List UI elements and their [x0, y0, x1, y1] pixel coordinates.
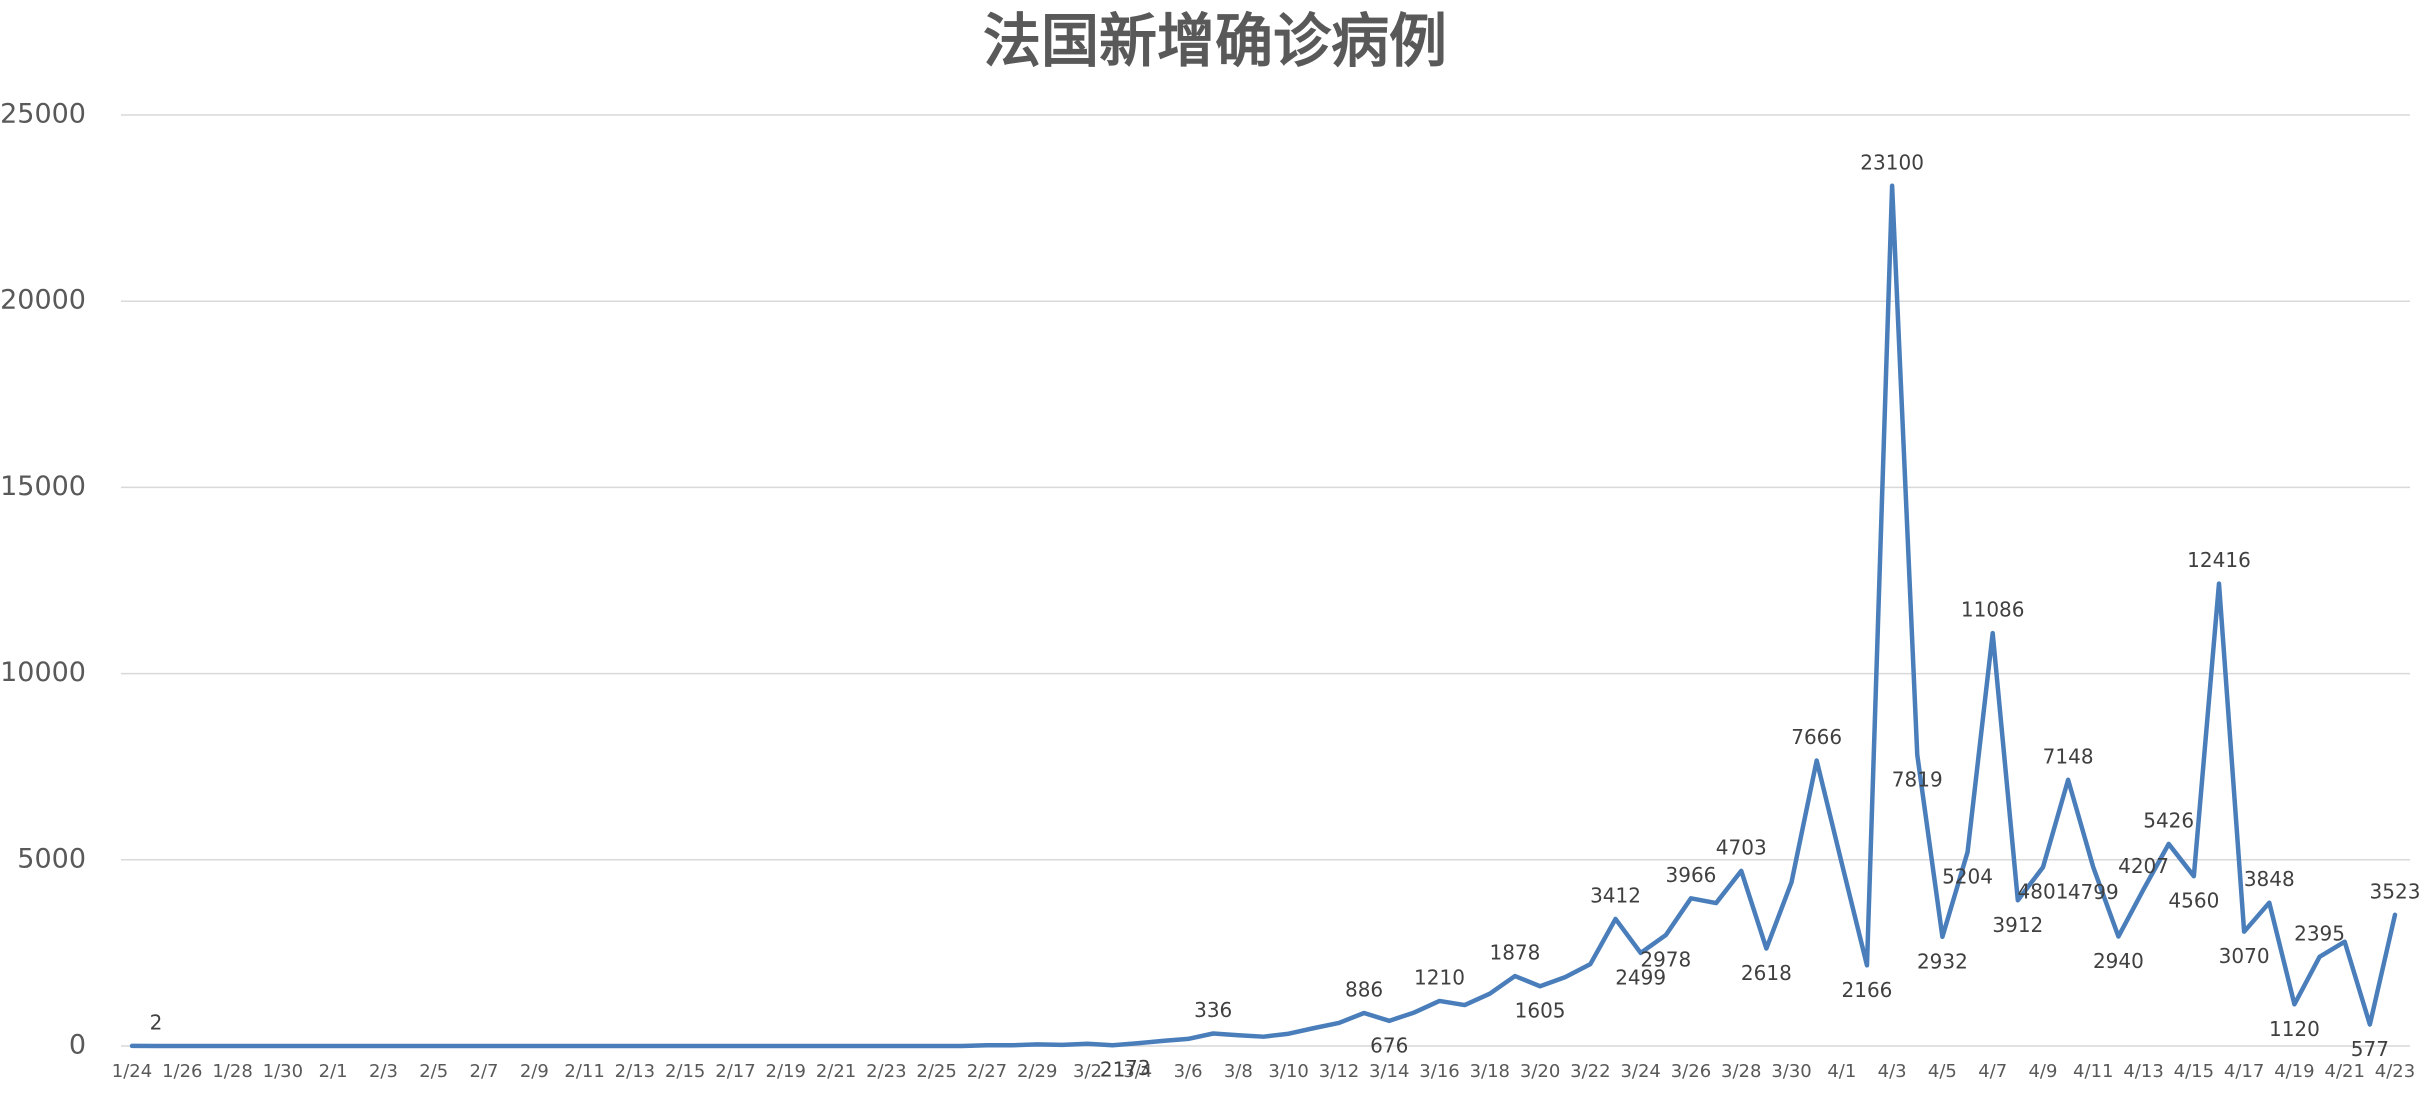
x-tick-label: 2/9	[520, 1061, 549, 1082]
data-label: 23100	[1860, 150, 1924, 174]
data-label: 2932	[1917, 949, 1968, 973]
y-tick-label: 20000	[0, 285, 86, 316]
x-tick-label: 2/27	[967, 1061, 1007, 1082]
x-tick-label: 4/13	[2123, 1061, 2163, 1082]
x-tick-label: 1/28	[212, 1061, 252, 1082]
x-tick-label: 3/12	[1319, 1061, 1359, 1082]
x-tick-label: 2/15	[665, 1061, 705, 1082]
x-tick-label: 3/14	[1369, 1061, 1409, 1082]
data-label: 7819	[1892, 767, 1943, 791]
x-tick-label: 2/11	[564, 1061, 604, 1082]
data-label: 21	[1100, 1058, 1125, 1082]
x-tick-label: 2/21	[816, 1061, 856, 1082]
data-label: 5426	[2143, 808, 2194, 832]
data-label: 676	[1370, 1033, 1408, 1057]
x-tick-label: 2/7	[470, 1061, 499, 1082]
x-tick-label: 3/24	[1620, 1061, 1660, 1082]
x-tick-label: 2/23	[866, 1061, 906, 1082]
x-tick-label: 2/29	[1017, 1061, 1057, 1082]
x-tick-label: 3/28	[1721, 1061, 1761, 1082]
data-label: 4207	[2118, 854, 2169, 878]
data-label: 3848	[2244, 867, 2295, 891]
x-tick-label: 3/10	[1268, 1061, 1308, 1082]
y-tick-label: 10000	[0, 657, 86, 688]
data-label: 73	[1125, 1056, 1150, 1080]
x-tick-label: 3/8	[1224, 1061, 1253, 1082]
y-tick-label: 5000	[17, 843, 86, 874]
data-label: 3966	[1666, 863, 1717, 887]
data-label: 3070	[2219, 944, 2270, 968]
x-tick-label: 2/25	[916, 1061, 956, 1082]
data-label: 336	[1194, 998, 1232, 1022]
x-tick-label: 4/1	[1827, 1061, 1856, 1082]
x-tick-label: 2/17	[715, 1061, 755, 1082]
x-tick-label: 4/15	[2174, 1061, 2214, 1082]
x-tick-label: 3/2	[1073, 1061, 1102, 1082]
x-tick-label: 3/30	[1771, 1061, 1811, 1082]
data-label: 7148	[2043, 744, 2094, 768]
data-label: 2	[150, 1010, 163, 1034]
x-tick-label: 4/19	[2274, 1061, 2314, 1082]
x-tick-label: 2/13	[615, 1061, 655, 1082]
data-label: 4801	[2018, 880, 2069, 904]
data-line	[129, 183, 2398, 1049]
data-label: 2618	[1741, 961, 1792, 985]
y-tick-label: 0	[69, 1030, 86, 1061]
x-tick-label: 4/9	[2028, 1061, 2057, 1082]
x-tick-label: 1/26	[162, 1061, 202, 1082]
data-label: 4703	[1716, 835, 1767, 859]
data-label: 3523	[2370, 879, 2421, 903]
data-label: 4560	[2168, 889, 2219, 913]
x-tick-label: 4/21	[2325, 1061, 2365, 1082]
x-tick-label: 1/24	[112, 1061, 152, 1082]
data-label: 1878	[1489, 941, 1540, 965]
x-tick-label: 4/3	[1878, 1061, 1907, 1082]
y-tick-label: 15000	[0, 471, 86, 502]
x-tick-label: 4/7	[1978, 1061, 2007, 1082]
x-tick-label: 2/5	[419, 1061, 448, 1082]
data-label: 1605	[1515, 999, 1566, 1023]
data-label: 3412	[1590, 883, 1641, 907]
data-label: 577	[2351, 1037, 2389, 1061]
x-tick-label: 3/22	[1570, 1061, 1610, 1082]
x-tick-label: 4/5	[1928, 1061, 1957, 1082]
data-label: 2978	[1640, 948, 1691, 972]
data-label: 2499	[1615, 965, 1666, 989]
data-label: 4799	[2068, 880, 2119, 904]
x-tick-label: 4/23	[2375, 1061, 2415, 1082]
chart-title: 法国新增确诊病例	[983, 7, 1447, 75]
x-tick-label: 3/6	[1174, 1061, 1203, 1082]
data-label: 3912	[1992, 913, 2043, 937]
x-tick-label: 4/17	[2224, 1061, 2264, 1082]
data-label: 1210	[1414, 965, 1465, 989]
data-label: 5204	[1942, 865, 1993, 889]
data-label: 7666	[1791, 725, 1842, 749]
data-label: 2395	[2294, 921, 2345, 945]
x-tick-label: 3/26	[1671, 1061, 1711, 1082]
x-tick-label: 4/11	[2073, 1061, 2113, 1082]
x-tick-label: 2/19	[766, 1061, 806, 1082]
x-tick-label: 2/3	[369, 1061, 398, 1082]
data-label: 886	[1345, 978, 1383, 1002]
data-label: 2940	[2093, 949, 2144, 973]
x-tick-label: 3/20	[1520, 1061, 1560, 1082]
x-tick-label: 3/4	[1123, 1061, 1152, 1082]
x-tick-label: 3/16	[1419, 1061, 1459, 1082]
x-tick-label: 1/30	[263, 1061, 303, 1082]
data-label: 2166	[1842, 978, 1893, 1002]
data-label: 11086	[1961, 598, 2025, 622]
data-label: 1120	[2269, 1017, 2320, 1041]
x-tick-label: 3/18	[1470, 1061, 1510, 1082]
x-tick-label: 2/1	[319, 1061, 348, 1082]
y-tick-label: 25000	[0, 99, 86, 130]
data-label: 12416	[2187, 548, 2251, 572]
